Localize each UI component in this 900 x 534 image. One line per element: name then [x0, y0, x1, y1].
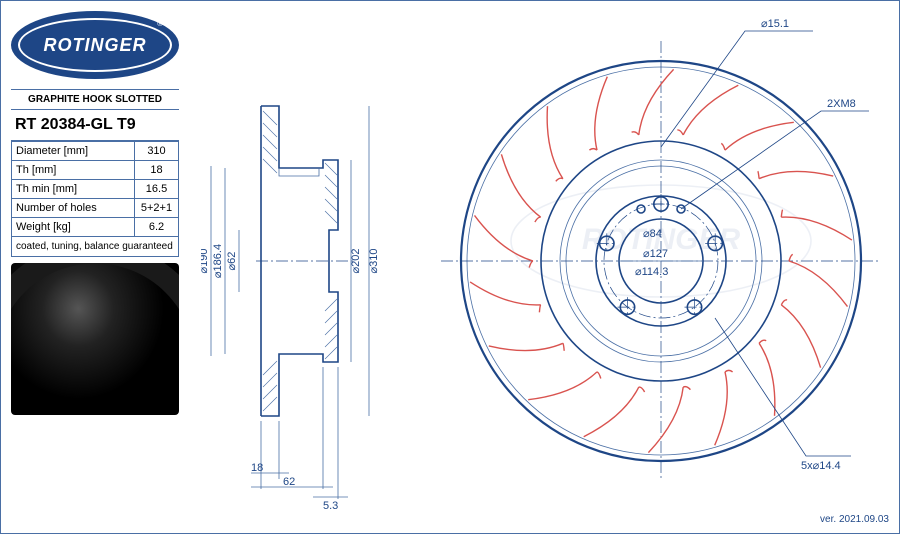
spec-label: Diameter [mm]: [12, 142, 135, 161]
table-row: Diameter [mm]310: [12, 142, 179, 161]
version-label: ver. 2021.09.03: [820, 514, 889, 525]
svg-text:⌀202: ⌀202: [350, 249, 362, 274]
svg-text:⌀186.4: ⌀186.4: [212, 244, 224, 278]
notes: coated, tuning, balance guaranteed: [11, 237, 179, 257]
part-number: RT 20384-GL T9: [11, 110, 179, 141]
bottom-dimensions: 18 62 5.3: [251, 367, 348, 511]
table-row: Th min [mm]16.5: [12, 180, 179, 199]
svg-text:⌀114.3: ⌀114.3: [635, 266, 668, 278]
svg-text:5.3: 5.3: [323, 500, 338, 511]
technical-drawing: ROTINGER ⌀190 ⌀186.4 ⌀62 ⌀202 ⌀310 18 62…: [201, 11, 881, 511]
spec-value: 16.5: [135, 180, 179, 199]
registered-mark: ®: [157, 19, 163, 28]
spec-value: 18: [135, 161, 179, 180]
svg-text:⌀310: ⌀310: [368, 249, 380, 274]
front-view: ⌀15.1 2XM8 5x⌀14.4 ⌀84 ⌀127 ⌀114.3: [441, 18, 881, 481]
spec-value: 6.2: [135, 218, 179, 237]
svg-text:⌀62: ⌀62: [226, 252, 238, 271]
spec-value: 310: [135, 142, 179, 161]
product-subtitle: GRAPHITE HOOK SLOTTED: [11, 89, 179, 110]
spec-label: Th [mm]: [12, 161, 135, 180]
spec-table: Diameter [mm]310 Th [mm]18 Th min [mm]16…: [11, 141, 179, 237]
svg-text:⌀127: ⌀127: [643, 248, 668, 260]
svg-text:5x⌀14.4: 5x⌀14.4: [801, 460, 841, 472]
info-panel: ROTINGER ® GRAPHITE HOOK SLOTTED RT 2038…: [11, 11, 179, 415]
spec-label: Number of holes: [12, 199, 135, 218]
svg-text:62: 62: [283, 476, 295, 488]
side-dimensions: ⌀190 ⌀186.4 ⌀62 ⌀202 ⌀310: [201, 106, 380, 416]
side-view: ⌀190 ⌀186.4 ⌀62 ⌀202 ⌀310 18 62 5.3: [201, 106, 380, 511]
svg-text:18: 18: [251, 462, 263, 474]
spec-label: Th min [mm]: [12, 180, 135, 199]
drawing-svg: ROTINGER ⌀190 ⌀186.4 ⌀62 ⌀202 ⌀310 18 62…: [201, 11, 881, 511]
svg-text:⌀15.1: ⌀15.1: [761, 18, 789, 30]
svg-text:⌀84: ⌀84: [643, 228, 662, 240]
table-row: Th [mm]18: [12, 161, 179, 180]
svg-text:⌀190: ⌀190: [201, 249, 210, 274]
product-photo: [11, 263, 179, 415]
svg-text:2XM8: 2XM8: [827, 98, 856, 110]
spec-value: 5+2+1: [135, 199, 179, 218]
table-row: Number of holes5+2+1: [12, 199, 179, 218]
brand-text: ROTINGER: [43, 35, 146, 56]
spec-label: Weight [kg]: [12, 218, 135, 237]
table-row: Weight [kg]6.2: [12, 218, 179, 237]
brand-logo: ROTINGER ®: [11, 11, 179, 79]
